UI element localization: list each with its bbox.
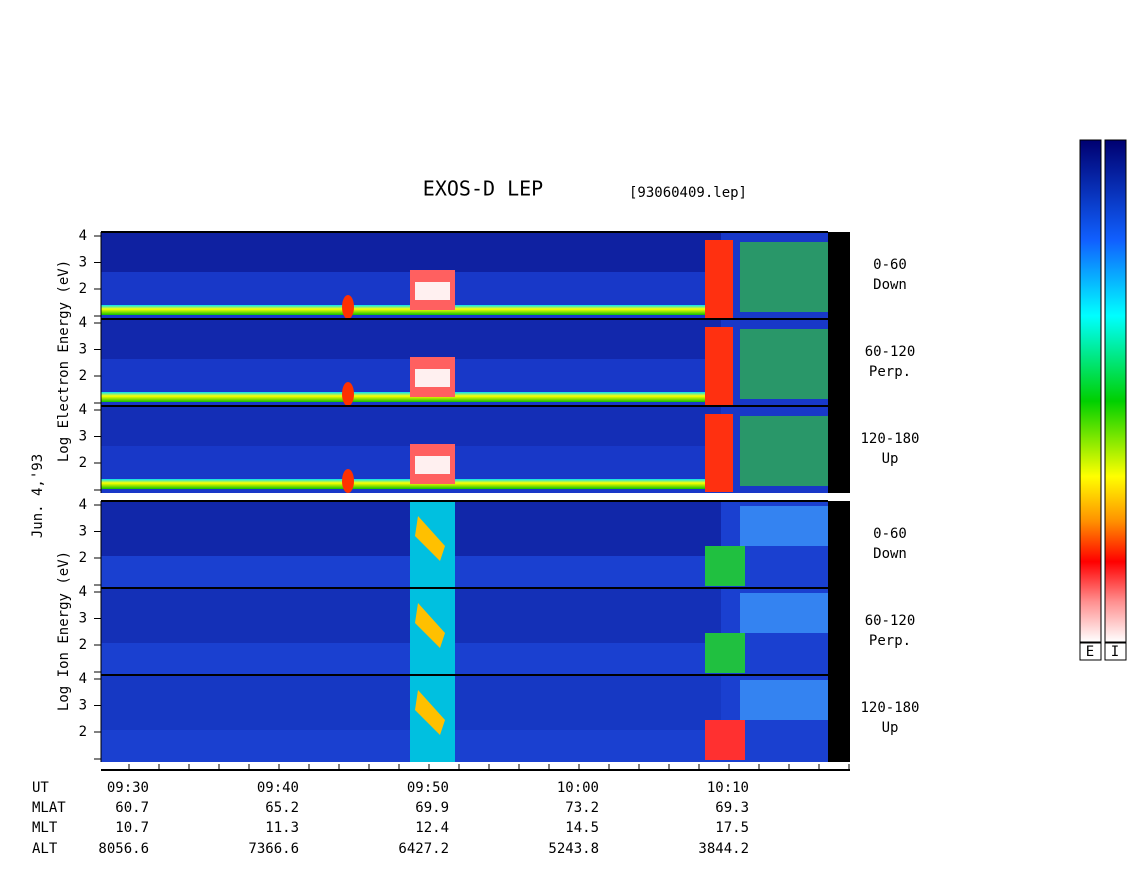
date-label: Jun. 4,'93 [30, 454, 46, 538]
y-tick-label: 4 [79, 228, 87, 244]
spectrogram-end [828, 501, 850, 588]
y-tick-label: 2 [79, 550, 87, 566]
row-value: 5243.8 [548, 841, 599, 857]
spectrogram-end [828, 406, 850, 493]
row-value: 09:30 [107, 780, 149, 796]
spectrogram-band [101, 305, 711, 315]
y-tick-label: 4 [79, 402, 87, 418]
y-tick-label: 3 [79, 611, 87, 627]
spectrogram-burst [740, 242, 828, 312]
spectrogram-dark [101, 319, 721, 359]
colorbar-label: E [1086, 644, 1094, 660]
row-value: 73.2 [565, 800, 599, 816]
spectrogram-end [828, 232, 850, 319]
spectrogram-band [101, 479, 711, 489]
y-tick-label: 2 [79, 637, 87, 653]
spectrogram-end [828, 588, 850, 675]
file-name: [93060409.lep] [629, 185, 747, 201]
spectrogram-burst [740, 506, 828, 546]
spectrogram-burst [415, 516, 445, 561]
panel-range: 0-60 [873, 526, 907, 542]
row-value: 69.9 [415, 800, 449, 816]
spectrogram-dark [101, 232, 721, 272]
row-value: 6427.2 [398, 841, 449, 857]
spectrogram-spot [342, 469, 354, 493]
row-value: 10.7 [115, 820, 149, 836]
spectrogram-spot [342, 295, 354, 319]
spectrogram-burst [415, 456, 450, 474]
y-tick-label: 3 [79, 698, 87, 714]
spectrogram-burst [415, 282, 450, 300]
electron-axis-label: Log Electron Energy (eV) [56, 260, 72, 462]
spectrogram-burst [415, 369, 450, 387]
spectrogram-burst [740, 680, 828, 720]
row-value: 11.3 [265, 820, 299, 836]
y-tick-label: 4 [79, 584, 87, 600]
spectrogram-spot [342, 382, 354, 406]
y-tick-label: 3 [79, 524, 87, 540]
row-value: 7366.6 [248, 841, 299, 857]
panel-range: 120-180 [860, 431, 919, 447]
panel-direction: Perp. [869, 633, 911, 649]
row-name: MLT [32, 820, 58, 836]
colorbar [1104, 139, 1127, 643]
colorbar-label-box [1104, 642, 1127, 661]
spectrogram-burst [740, 416, 828, 486]
spectrogram-burst [740, 329, 828, 399]
spectrogram-burst [705, 633, 745, 673]
y-tick-label: 3 [79, 255, 87, 271]
row-value: 8056.6 [98, 841, 149, 857]
row-value: 65.2 [265, 800, 299, 816]
y-tick-label: 2 [79, 455, 87, 471]
colorbar-label-box [1079, 642, 1102, 661]
row-value: 17.5 [715, 820, 749, 836]
panel-direction: Down [873, 277, 907, 293]
spectrogram-burst [705, 414, 733, 492]
y-tick-label: 2 [79, 281, 87, 297]
y-tick-label: 4 [79, 315, 87, 331]
y-tick-label: 2 [79, 724, 87, 740]
row-value: 12.4 [415, 820, 449, 836]
colorbar [1079, 139, 1102, 643]
spectrogram-end [828, 319, 850, 406]
spectrogram-burst [705, 720, 745, 760]
row-value: 3844.2 [698, 841, 749, 857]
spectrogram-burst [705, 240, 733, 318]
row-name: UT [32, 780, 49, 796]
panel-direction: Up [882, 720, 899, 736]
row-name: ALT [32, 841, 58, 857]
panel-direction: Perp. [869, 364, 911, 380]
panel-direction: Up [882, 451, 899, 467]
y-tick-label: 2 [79, 368, 87, 384]
row-value: 10:10 [707, 780, 749, 796]
panel-direction: Down [873, 546, 907, 562]
panel-range: 0-60 [873, 257, 907, 273]
spectrogram-dark [101, 406, 721, 446]
row-name: MLAT [32, 800, 66, 816]
spectrogram-band [101, 392, 711, 402]
panel-range: 60-120 [865, 344, 916, 360]
title: EXOS-D LEP [423, 177, 543, 201]
row-value: 14.5 [565, 820, 599, 836]
spectrogram-burst [415, 690, 445, 735]
spectrogram-burst [740, 593, 828, 633]
spectrogram-burst [705, 546, 745, 586]
spectrogram-burst [705, 327, 733, 405]
spectrogram-end [828, 675, 850, 762]
row-value: 69.3 [715, 800, 749, 816]
row-value: 10:00 [557, 780, 599, 796]
row-value: 60.7 [115, 800, 149, 816]
row-value: 09:40 [257, 780, 299, 796]
colorbar-label: I [1111, 644, 1119, 660]
y-tick-label: 4 [79, 497, 87, 513]
row-value: 09:50 [407, 780, 449, 796]
panel-range: 60-120 [865, 613, 916, 629]
panel-range: 120-180 [860, 700, 919, 716]
y-tick-label: 4 [79, 671, 87, 687]
y-tick-label: 3 [79, 429, 87, 445]
spectrogram-burst [415, 603, 445, 648]
ion-axis-label: Log Ion Energy (eV) [56, 551, 72, 711]
y-tick-label: 3 [79, 342, 87, 358]
